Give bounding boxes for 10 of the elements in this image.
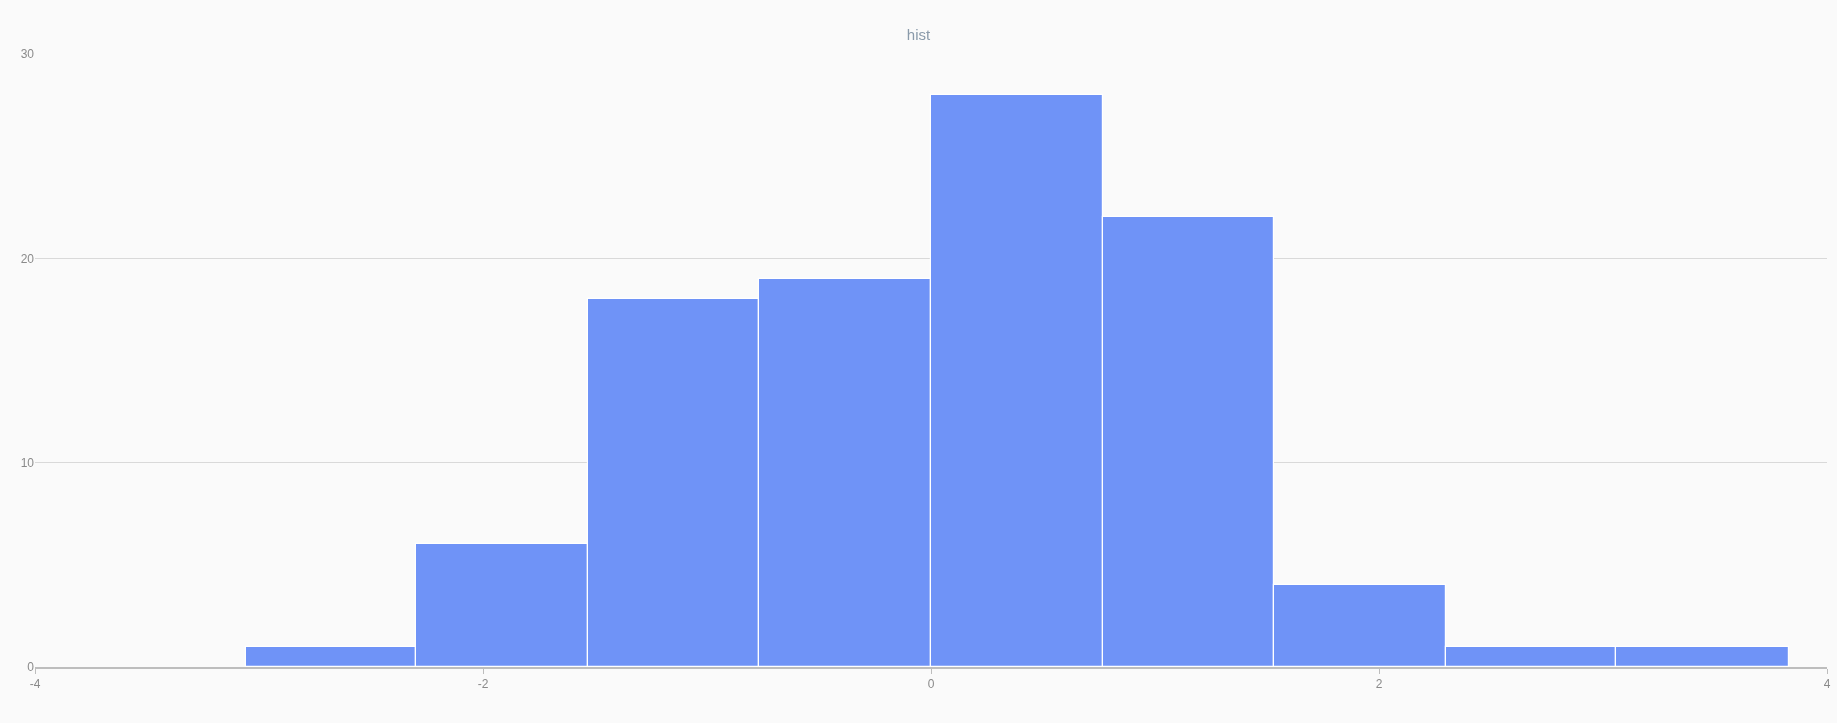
- y-tick-label: 30: [20, 47, 35, 62]
- y-tick-label: 10: [20, 455, 35, 470]
- x-tick-label: 2: [1375, 677, 1383, 692]
- x-tick-label: -2: [477, 677, 489, 692]
- y-tick-label: 20: [20, 251, 35, 266]
- x-tick-label: 4: [1823, 677, 1831, 692]
- x-tick-label: -4: [29, 677, 41, 692]
- y-tick-label: 0: [27, 660, 35, 675]
- x-tick-label: 0: [927, 677, 935, 692]
- chart-title: hist: [906, 26, 931, 44]
